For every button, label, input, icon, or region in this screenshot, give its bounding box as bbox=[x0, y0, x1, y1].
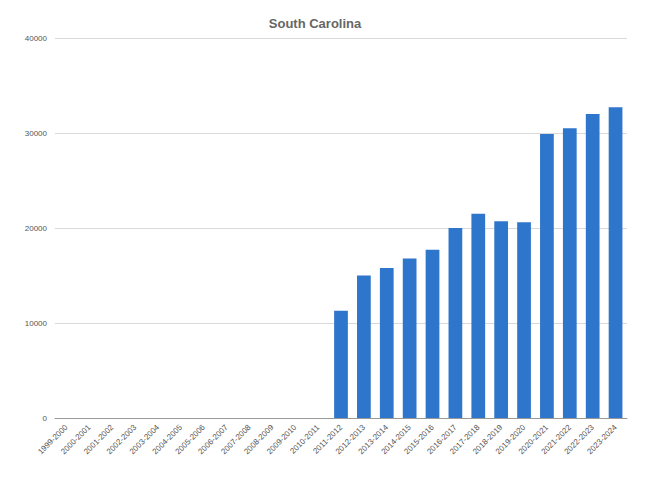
svg-text:2005-2006: 2005-2006 bbox=[173, 422, 207, 457]
svg-text:2016-2017: 2016-2017 bbox=[425, 422, 459, 457]
svg-text:40000: 40000 bbox=[25, 34, 48, 43]
svg-text:2014-2015: 2014-2015 bbox=[379, 422, 413, 457]
svg-text:10000: 10000 bbox=[25, 319, 48, 328]
svg-text:2004-2005: 2004-2005 bbox=[150, 422, 184, 457]
svg-text:20000: 20000 bbox=[25, 224, 48, 233]
svg-text:2006-2007: 2006-2007 bbox=[196, 422, 230, 457]
svg-text:2019-2020: 2019-2020 bbox=[493, 422, 528, 457]
svg-text:2001-2002: 2001-2002 bbox=[82, 422, 116, 457]
svg-text:2022-2023: 2022-2023 bbox=[562, 422, 596, 457]
svg-text:2007-2008: 2007-2008 bbox=[219, 422, 253, 457]
svg-text:2008-2009: 2008-2009 bbox=[242, 422, 276, 457]
svg-text:2015-2016: 2015-2016 bbox=[402, 422, 436, 457]
svg-text:2009-2010: 2009-2010 bbox=[265, 422, 299, 457]
svg-text:2011-2012: 2011-2012 bbox=[311, 422, 345, 456]
svg-text:0: 0 bbox=[43, 414, 48, 423]
svg-text:2023-2024: 2023-2024 bbox=[585, 422, 619, 456]
svg-text:2012-2013: 2012-2013 bbox=[333, 422, 368, 457]
svg-text:2013-2014: 2013-2014 bbox=[356, 422, 390, 457]
svg-text:2010-2011: 2010-2011 bbox=[288, 422, 322, 456]
svg-text:2002-2003: 2002-2003 bbox=[104, 422, 139, 457]
svg-text:1999-2000: 1999-2000 bbox=[36, 422, 70, 457]
svg-text:2020-2021: 2020-2021 bbox=[516, 422, 551, 457]
svg-text:South Carolina: South Carolina bbox=[269, 16, 362, 31]
svg-text:2021-2022: 2021-2022 bbox=[539, 422, 573, 457]
svg-text:2018-2019: 2018-2019 bbox=[471, 422, 505, 457]
svg-text:2017-2018: 2017-2018 bbox=[448, 422, 482, 457]
svg-text:30000: 30000 bbox=[25, 129, 48, 138]
svg-text:2003-2004: 2003-2004 bbox=[127, 422, 162, 457]
svg-text:2000-2001: 2000-2001 bbox=[59, 422, 93, 457]
